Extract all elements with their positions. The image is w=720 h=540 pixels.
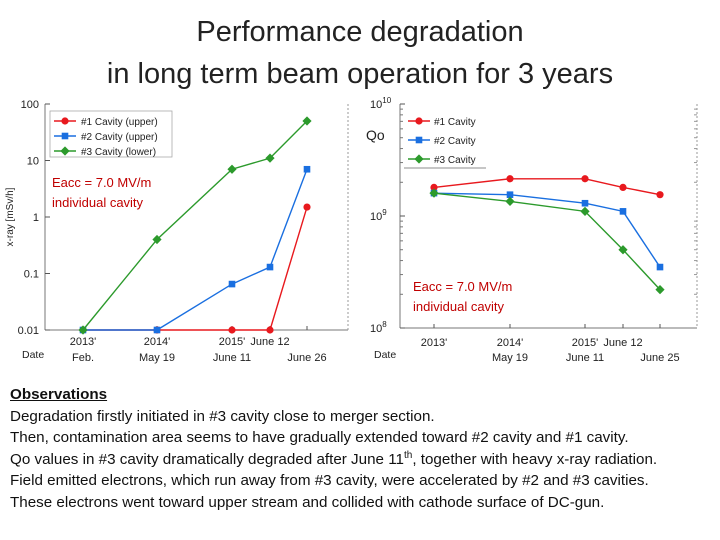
chart1-point-cavity3 xyxy=(78,325,88,335)
chart1-legend-label: #1 Cavity (upper) xyxy=(81,117,158,128)
chart1-x-tick-label: June 11 xyxy=(213,352,251,364)
chart2-point-cavity3 xyxy=(655,285,665,295)
observation-line-2: Then, contamination area seems to have g… xyxy=(10,429,629,446)
chart2-x-tick-label: June 12 xyxy=(603,337,642,349)
chart1-series-line-1 xyxy=(83,206,308,331)
chart2-legend-label: #2 Cavity xyxy=(434,136,476,147)
chart2-x-tick-label: 2013' xyxy=(421,337,448,349)
chart1-annotation-line2: individual cavity xyxy=(52,195,144,210)
chart2-y-axis-label: Qo xyxy=(366,127,385,143)
chart1-point-cavity3 xyxy=(265,153,275,163)
observation-line-3-text: Qo values in #3 cavity dramatically degr… xyxy=(10,450,404,468)
chart2-y-tick-label: 109 xyxy=(370,208,387,223)
chart2-y-tick-label: 108 xyxy=(370,320,387,335)
chart2-annotation-line1: Eacc = 7.0 MV/m xyxy=(413,279,512,294)
observation-line-3-tail: , together with heavy x-ray radiation. xyxy=(412,450,658,468)
chart2-series-line-2 xyxy=(433,192,661,268)
chart2-point-cavity1 xyxy=(581,175,589,183)
chart1-annotation-bg xyxy=(48,171,179,212)
chart1-point-cavity2 xyxy=(266,263,274,271)
chart1-y-tick-label: 1 xyxy=(33,212,39,224)
chart2-legend-label: #3 Cavity xyxy=(434,155,476,166)
chart2-legend-marker xyxy=(415,136,423,144)
observations-block: Observations Degradation firstly initiat… xyxy=(10,384,715,513)
chart1-point-cavity3 xyxy=(152,234,162,245)
chart1-point-cavity2 xyxy=(303,165,311,173)
chart1-point-cavity2 xyxy=(153,326,161,334)
slide-title-line-2: in long term beam operation for 3 years xyxy=(106,58,614,90)
chart2-point-cavity3 xyxy=(618,245,628,255)
charts-canvas: 100 10 1 0.1 0.01 x-ray [mSv/h] 2013' Feb. 2014'… xyxy=(5,96,698,364)
chart1-y-tick-label: 0.1 xyxy=(24,269,39,281)
chart1-y-tick-label: 10 xyxy=(27,156,39,168)
chart1-point-cavity1 xyxy=(303,203,311,211)
chart2-point-cavity3 xyxy=(505,196,515,207)
observation-line-5: These electrons went toward upper stream… xyxy=(10,493,605,511)
chart2-point-cavity3 xyxy=(429,188,439,198)
chart1-point-cavity2 xyxy=(228,280,236,288)
chart1-x-tick-label: 2015' xyxy=(219,336,246,348)
observation-line-1: Degradation firstly initiated in #3 cavi… xyxy=(10,407,435,425)
chart1-legend-marker xyxy=(61,117,69,125)
chart1-x-tick-label: June 12 xyxy=(250,336,289,348)
chart1-point-cavity3 xyxy=(227,164,237,174)
chart1-y-axis-label: x-ray [mSv/h] xyxy=(5,187,16,246)
chart1-x-tick-label: 2013' xyxy=(70,336,97,348)
chart2-x-tick-label: May 19 xyxy=(492,352,528,364)
chart2-x-axis-label: Date xyxy=(374,349,396,361)
chart2-point-cavity1 xyxy=(430,183,438,192)
chart1-legend-marker xyxy=(61,132,69,140)
chart1-point-cavity3 xyxy=(302,116,312,126)
chart2-legend-label: #1 Cavity xyxy=(434,117,476,128)
chart1-y-tick-label: 0.01 xyxy=(18,325,39,337)
chart2-x-tick-label: June 11 xyxy=(566,352,604,364)
chart1-legend-label: #3 Cavity (lower) xyxy=(81,147,156,158)
chart1-y-tick-label: 100 xyxy=(21,99,39,111)
observations-heading: Observations xyxy=(10,386,108,403)
chart1-x-tick-label: Feb. xyxy=(72,352,94,364)
slide-title-line-1: Performance degradation xyxy=(196,16,524,48)
chart2-point-cavity3 xyxy=(580,206,590,216)
chart2-point-cavity2 xyxy=(506,191,514,198)
chart1-x-tick-label: 2014' xyxy=(144,336,171,348)
chart1-point-cavity1 xyxy=(228,326,236,334)
chart2-point-cavity1 xyxy=(506,175,514,183)
chart1-annotation-line1: Eacc = 7.0 MV/m xyxy=(52,175,151,190)
chart2-x-tick-label: 2014' xyxy=(497,337,524,349)
chart2-y-tick-label: 1010 xyxy=(370,96,392,111)
chart2-legend-marker xyxy=(414,154,424,164)
chart1-legend-box xyxy=(49,110,173,158)
chart2-point-cavity2 xyxy=(619,208,627,215)
chart1-x-tick-label: June 26 xyxy=(287,352,326,364)
chart1-legend-marker xyxy=(60,146,70,156)
chart2-x-tick-label: June 25 xyxy=(640,352,679,364)
chart2-point-cavity2 xyxy=(581,199,589,207)
chart1-point-cavity1 xyxy=(266,326,274,334)
chart1-x-tick-label: May 19 xyxy=(139,352,175,364)
chart1-x-axis-label: Date xyxy=(22,349,44,361)
chart2-x-tick-label: 2015' xyxy=(572,337,599,349)
chart2-point-cavity1 xyxy=(619,183,627,192)
chart2-legend-marker xyxy=(415,117,423,125)
observation-line-3: Qo values in #3 cavity dramatically degr… xyxy=(10,449,715,471)
chart2-annotation-bg xyxy=(410,275,544,316)
chart1-legend-label: #2 Cavity (upper) xyxy=(81,132,158,143)
chart2-point-cavity1 xyxy=(656,191,664,199)
chart2-point-cavity2 xyxy=(656,263,664,271)
chart2-annotation-line2: individual cavity xyxy=(413,299,505,314)
observation-line-3-superscript: th xyxy=(403,449,413,461)
observation-line-4: Field emitted electrons, which run away … xyxy=(10,472,649,489)
